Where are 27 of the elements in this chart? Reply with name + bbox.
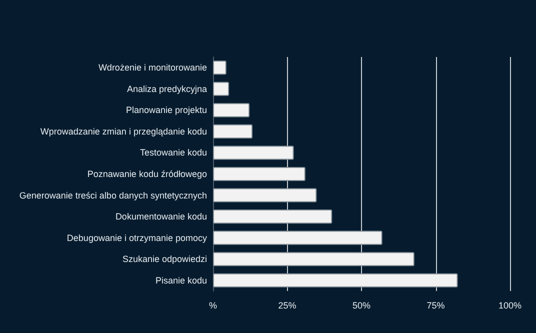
y-tick-label: Testowanie kodu (140, 148, 207, 158)
bar (213, 82, 230, 96)
y-tick-label: Debugowanie i otrzymanie pomocy (66, 232, 208, 243)
x-tick-label: 50% (352, 300, 371, 310)
bar (213, 124, 252, 138)
y-tick-label: Szukanie odpowiedzi (122, 254, 207, 264)
x-tick-label: 25% (278, 300, 296, 310)
y-tick-label: Generowanie treści albo danych syntetycznych (19, 190, 207, 200)
x-tick-label: 100% (498, 300, 522, 310)
bar (213, 230, 382, 245)
bar (213, 166, 306, 182)
bar (213, 252, 414, 266)
y-tick-label: Pisanie kodu (155, 275, 207, 286)
y-tick-label: Dokumentowanie kodu (115, 212, 207, 222)
bar (213, 210, 332, 224)
bar (213, 146, 294, 160)
x-tick-label: 75% (426, 300, 445, 310)
x-tick-label: % (208, 300, 218, 310)
y-tick-label: Planowanie projektu (126, 105, 207, 116)
bar (213, 103, 250, 118)
y-tick-label: Wdrożenie i monitorowanie (98, 62, 207, 73)
bar (213, 60, 226, 75)
bar (213, 188, 317, 202)
y-tick-label: Wprowadzanie zmian i przeglądanie kodu (40, 126, 207, 136)
y-tick-label: Analiza predykcyjna (126, 84, 207, 94)
bar (213, 273, 458, 288)
y-tick-label: Poznawanie kodu źródłowego (87, 169, 207, 179)
